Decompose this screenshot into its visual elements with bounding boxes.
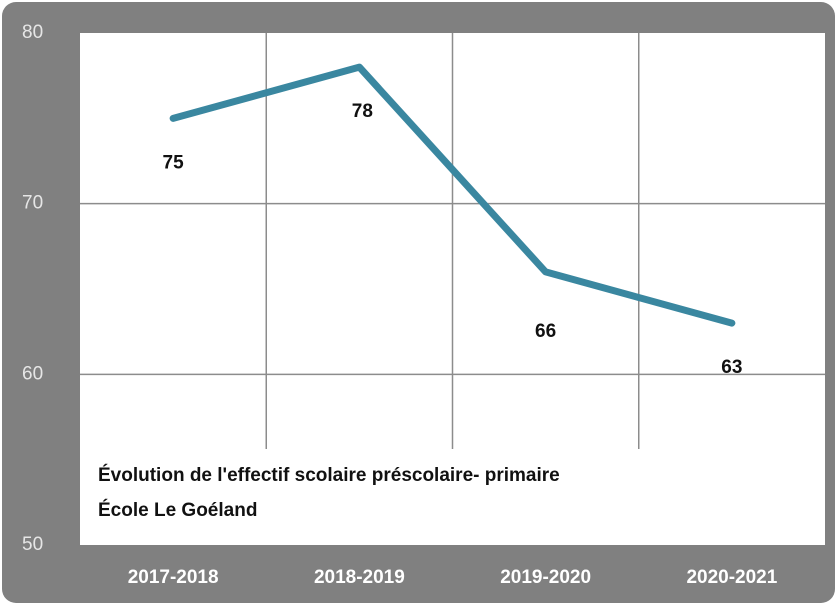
data-label: 63 (721, 357, 742, 378)
y-tick-label: 70 (22, 193, 43, 214)
y-tick-label: 60 (22, 363, 43, 384)
x-tick-label: 2018-2019 (314, 567, 405, 588)
data-label: 75 (163, 152, 185, 173)
data-label: 78 (352, 101, 373, 122)
grid (80, 33, 825, 449)
data-label: 66 (535, 321, 556, 342)
x-tick-label: 2019-2020 (500, 567, 591, 588)
chart-subtitle: École Le Goéland (98, 499, 257, 521)
y-tick-label: 80 (22, 22, 43, 43)
data-line (169, 63, 736, 327)
y-tick-label: 50 (22, 534, 43, 555)
chart-title: Évolution de l'effectif scolaire préscol… (98, 464, 560, 486)
x-tick-label: 2017-2018 (128, 567, 219, 588)
marks (169, 63, 736, 327)
x-tick-label: 2020-2021 (686, 567, 777, 588)
